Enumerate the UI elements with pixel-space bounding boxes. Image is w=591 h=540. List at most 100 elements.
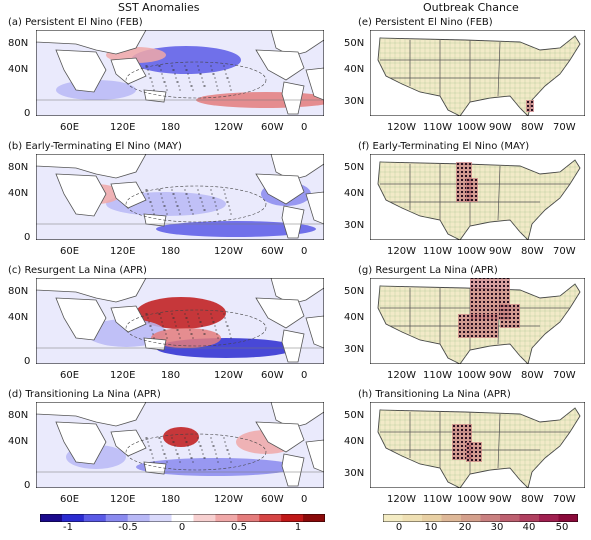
significance-dot: [491, 301, 493, 303]
significance-dot: [210, 189, 212, 191]
significance-dot: [513, 325, 515, 327]
significance-dot: [201, 77, 203, 79]
us-lon-tick: 70W: [553, 370, 576, 381]
significance-dot: [503, 293, 505, 295]
significance-dot: [214, 449, 216, 451]
significance-dot: [491, 327, 493, 329]
outbreak-colorbar-swatch: [461, 514, 481, 522]
significance-dot: [491, 281, 493, 283]
significance-dot: [223, 189, 225, 191]
significance-dot: [148, 445, 150, 447]
significance-dot: [457, 187, 459, 189]
significance-dot: [225, 73, 227, 75]
significance-dot: [471, 309, 473, 311]
significance-dot: [215, 205, 217, 207]
significance-dot: [471, 451, 473, 453]
significance-dot: [467, 327, 469, 329]
us-lon-tick: 100W: [457, 122, 486, 133]
significance-dot: [160, 69, 162, 71]
significance-dot: [487, 297, 489, 299]
significance-dot: [191, 457, 193, 459]
significance-dot: [465, 437, 467, 439]
significance-dot: [185, 193, 187, 195]
significance-dot: [471, 297, 473, 299]
significance-dot: [461, 167, 463, 169]
significance-dot: [469, 163, 471, 165]
significance-dot: [161, 73, 163, 75]
landmass: [281, 205, 305, 239]
landmass: [110, 305, 147, 333]
significance-dot: [509, 305, 511, 307]
significance-dot: [229, 333, 231, 335]
significance-dot: [186, 193, 188, 195]
significance-dot: [461, 191, 463, 193]
significance-dot: [187, 445, 189, 447]
significance-dot: [475, 335, 477, 337]
significance-dot: [199, 445, 201, 447]
significance-dot: [161, 321, 163, 323]
landmass: [281, 329, 305, 363]
significance-dot: [469, 167, 471, 169]
significance-dot: [467, 315, 469, 317]
significance-dot: [517, 305, 519, 307]
significance-dot: [146, 437, 148, 439]
significance-dot: [461, 441, 463, 443]
significance-dot: [457, 449, 459, 451]
outbreak-column-title: Outbreak Chance: [423, 1, 519, 14]
significance-dot: [152, 209, 154, 211]
sst-panel: (a) Persistent El Nino (FEB) 80N 40N 0 60E 12…: [0, 17, 330, 137]
significance-dot: [153, 337, 155, 339]
significance-dot: [469, 425, 471, 427]
sst-lon-tick: 60E: [60, 122, 80, 133]
significance-dot: [217, 213, 219, 215]
outbreak-colorbar-swatch: [441, 514, 462, 522]
sst-lon-tick: 60W: [261, 370, 284, 381]
sst-lon-tick: 60W: [261, 494, 284, 505]
significance-dot: [149, 201, 151, 203]
significance-dot: [230, 461, 232, 463]
significance-dot: [191, 209, 193, 211]
outbreak-colorbar-swatch: [519, 514, 540, 522]
significance-dot: [177, 329, 179, 331]
outbreak-panel: (g) Resurgent La Nina (APR) 50N 40N 30N 120W…: [330, 265, 591, 385]
significance-dot: [203, 457, 205, 459]
significance-dot: [479, 443, 481, 445]
significance-dot: [453, 429, 455, 431]
significance-dot: [151, 205, 153, 207]
significance-dot: [475, 183, 477, 185]
significance-dot: [457, 457, 459, 459]
significance-dot: [192, 461, 194, 463]
significance-dot: [163, 329, 165, 331]
significance-dot: [146, 313, 148, 315]
significance-dot: [491, 335, 493, 337]
significance-dot: [483, 323, 485, 325]
significance-dot: [531, 105, 533, 107]
us-map: [370, 30, 585, 116]
us-lat-tick: 30N: [344, 344, 365, 355]
significance-dot: [166, 461, 168, 463]
significance-dot: [148, 73, 150, 75]
significance-dot: [471, 447, 473, 449]
significance-dot: [179, 89, 181, 91]
significance-dot: [230, 89, 232, 91]
significance-dot: [483, 327, 485, 329]
state-border: [497, 165, 501, 221]
significance-dot: [457, 453, 459, 455]
significance-dot: [475, 455, 477, 457]
outbreak-colorbar-swatch: [422, 514, 442, 522]
significance-dot: [229, 209, 231, 211]
significance-dot: [152, 457, 154, 459]
significance-dot: [201, 325, 203, 327]
significance-dot: [475, 179, 477, 181]
significance-dot: [463, 323, 465, 325]
significance-dot: [467, 323, 469, 325]
significance-dot: [200, 445, 202, 447]
significance-dot: [145, 437, 147, 439]
us-lon-tick: 80W: [521, 370, 544, 381]
significance-dot: [152, 85, 154, 87]
significance-dot: [517, 317, 519, 319]
sst-anomaly-region: [136, 297, 226, 329]
significance-dot: [509, 325, 511, 327]
sst-lon-tick: 180: [161, 246, 181, 257]
significance-dot: [505, 305, 507, 307]
